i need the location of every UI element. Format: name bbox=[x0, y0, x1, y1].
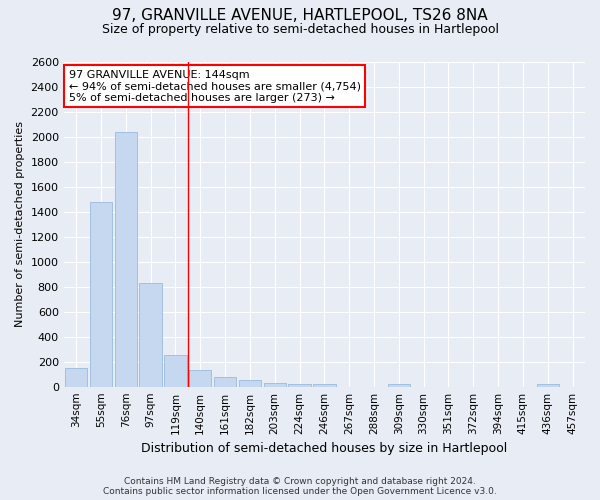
Bar bbox=[536, 384, 559, 386]
Bar bbox=[289, 384, 311, 386]
Text: 97 GRANVILLE AVENUE: 144sqm
← 94% of semi-detached houses are smaller (4,754)
5%: 97 GRANVILLE AVENUE: 144sqm ← 94% of sem… bbox=[69, 70, 361, 103]
X-axis label: Distribution of semi-detached houses by size in Hartlepool: Distribution of semi-detached houses by … bbox=[141, 442, 508, 455]
Bar bbox=[65, 368, 87, 386]
Bar bbox=[189, 370, 211, 386]
Y-axis label: Number of semi-detached properties: Number of semi-detached properties bbox=[15, 121, 25, 327]
Bar bbox=[263, 383, 286, 386]
Bar bbox=[115, 132, 137, 386]
Bar bbox=[214, 378, 236, 386]
Text: 97, GRANVILLE AVENUE, HARTLEPOOL, TS26 8NA: 97, GRANVILLE AVENUE, HARTLEPOOL, TS26 8… bbox=[112, 8, 488, 22]
Text: Size of property relative to semi-detached houses in Hartlepool: Size of property relative to semi-detach… bbox=[101, 22, 499, 36]
Bar bbox=[90, 202, 112, 386]
Bar bbox=[313, 384, 335, 386]
Bar bbox=[388, 384, 410, 386]
Bar bbox=[239, 380, 261, 386]
Bar bbox=[139, 283, 162, 387]
Bar bbox=[164, 355, 187, 386]
Text: Contains HM Land Registry data © Crown copyright and database right 2024.
Contai: Contains HM Land Registry data © Crown c… bbox=[103, 476, 497, 496]
